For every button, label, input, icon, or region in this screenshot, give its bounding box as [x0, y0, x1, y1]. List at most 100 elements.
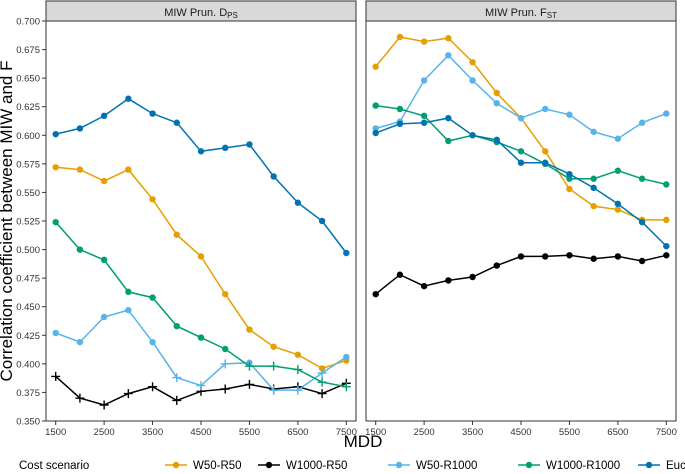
data-point-w1000-r50: [445, 277, 452, 284]
data-point-w50-r50: [469, 58, 476, 66]
data-point-w50-r1000: [614, 135, 622, 142]
data-point-w50-r1000: [269, 385, 279, 395]
data-point-w1000-r50: [469, 273, 476, 281]
panel-left-frame: [45, 20, 357, 422]
data-point-w1000-r1000: [590, 175, 597, 182]
data-point-w50-r1000: [663, 110, 670, 117]
x-tick-label: 3500: [462, 427, 483, 438]
data-point-w1000-r1000: [222, 345, 229, 353]
y-tick-label: 0.350: [16, 417, 40, 428]
legend-items: W50-R50 W1000-R50 W50-R1000 W1000-R1000 Euc.: [165, 460, 685, 472]
data-point-w1000-r1000: [317, 377, 327, 387]
data-point-w1000-r50: [244, 379, 254, 389]
data-point-w1000-r50: [614, 253, 622, 260]
strip-right-label: MIW Prun. FST: [485, 7, 557, 20]
data-point-euc-: [396, 120, 404, 128]
data-point-w1000-r1000: [173, 322, 180, 330]
data-point-w50-r50: [566, 185, 573, 193]
x-tick-label: 5500: [559, 427, 580, 438]
data-point-w50-r1000: [52, 329, 59, 337]
data-point-w50-r50: [445, 34, 452, 42]
data-point-w50-r1000: [220, 359, 230, 369]
panel-right-frame: [365, 20, 677, 422]
y-tick-label: 0.525: [16, 217, 40, 228]
data-point-w1000-r1000: [244, 361, 254, 371]
data-point-euc-: [149, 110, 156, 117]
legend-label-w50-r50: W50-R50: [193, 460, 242, 472]
legend-key-marker-w1000-r50: [265, 461, 273, 469]
x-tick-label: 3500: [142, 427, 163, 438]
data-point-w50-r1000: [372, 125, 379, 132]
y-tick-label: 0.425: [16, 331, 40, 342]
data-point-w1000-r50: [396, 271, 404, 278]
y-tick-label: 0.450: [16, 302, 40, 313]
x-axis-left: 1500 2500 3500 4500 5500 6500 7500: [45, 421, 357, 438]
data-point-w1000-r50: [148, 382, 158, 392]
legend-key-marker-w1000-r1000: [525, 461, 533, 469]
data-point-euc-: [76, 125, 84, 132]
strip-left-label: MIW Prun. DPS: [164, 7, 238, 20]
data-point-w50-r50: [420, 38, 428, 45]
legend-label-w50-r1000: W50-R1000: [416, 460, 477, 472]
data-point-euc-: [197, 148, 205, 155]
data-point-w1000-r50: [172, 395, 182, 405]
y-tick-label: 0.700: [16, 17, 40, 28]
y-tick-label: 0.600: [16, 131, 40, 142]
data-point-w1000-r50: [51, 371, 61, 381]
x-tick-label: 5500: [239, 427, 260, 438]
y-axis-title: Correlation coefficient between MIW and …: [0, 61, 16, 382]
data-point-euc-: [590, 184, 597, 192]
data-point-w1000-r50: [123, 389, 133, 399]
data-point-w50-r1000: [293, 385, 303, 395]
x-tick-label: 6500: [607, 427, 628, 438]
data-point-w50-r1000: [445, 52, 452, 59]
data-point-w50-r50: [270, 343, 277, 350]
x-tick-label: 7500: [336, 427, 357, 438]
y-tick-label: 0.475: [16, 274, 40, 285]
data-point-w1000-r1000: [663, 181, 670, 188]
data-point-w50-r1000: [517, 114, 525, 122]
y-tick-label: 0.650: [16, 74, 40, 85]
data-point-euc-: [566, 170, 573, 178]
legend-key-marker-w50-r1000: [395, 461, 403, 469]
data-point-w1000-r50: [317, 389, 327, 399]
data-point-w50-r1000: [469, 77, 476, 84]
data-point-w1000-r1000: [420, 112, 428, 120]
data-point-w50-r1000: [590, 128, 597, 136]
data-point-w1000-r1000: [638, 175, 646, 182]
data-point-euc-: [343, 249, 350, 257]
data-point-w50-r50: [149, 196, 156, 203]
data-point-w1000-r50: [220, 384, 230, 394]
data-point-euc-: [294, 199, 302, 206]
data-point-w1000-r1000: [269, 361, 279, 371]
data-point-w50-r1000: [343, 353, 350, 361]
data-point-w50-r50: [222, 290, 229, 298]
data-point-w1000-r1000: [149, 294, 156, 301]
data-point-w1000-r1000: [341, 382, 351, 392]
data-point-w50-r1000: [566, 111, 573, 118]
legend-label-w1000-r1000: W1000-R1000: [546, 460, 620, 472]
data-point-w1000-r1000: [197, 334, 205, 341]
y-tick-label: 0.550: [16, 188, 40, 199]
data-point-w50-r50: [246, 326, 253, 333]
data-point-w1000-r1000: [372, 102, 379, 109]
data-point-euc-: [445, 114, 452, 122]
data-point-euc-: [222, 144, 229, 152]
y-tick-label: 0.575: [16, 159, 40, 170]
data-point-w1000-r50: [372, 290, 379, 298]
panel-right: MIW Prun. FST: [365, 0, 677, 422]
legend-title: Cost scenario: [19, 460, 89, 472]
data-point-w1000-r1000: [517, 148, 525, 155]
x-tick-label: 4500: [190, 427, 211, 438]
data-point-w1000-r50: [99, 400, 109, 410]
data-point-w50-r1000: [125, 306, 132, 314]
data-point-w50-r1000: [317, 368, 327, 378]
data-point-w1000-r50: [663, 252, 670, 259]
data-point-w50-r50: [52, 164, 59, 171]
x-tick-label: 6500: [287, 427, 308, 438]
data-point-euc-: [318, 217, 326, 225]
data-point-w50-r1000: [196, 381, 206, 391]
data-point-euc-: [270, 173, 277, 180]
y-tick-label: 0.375: [16, 388, 40, 399]
legend-key-marker-euc-: [645, 461, 653, 469]
